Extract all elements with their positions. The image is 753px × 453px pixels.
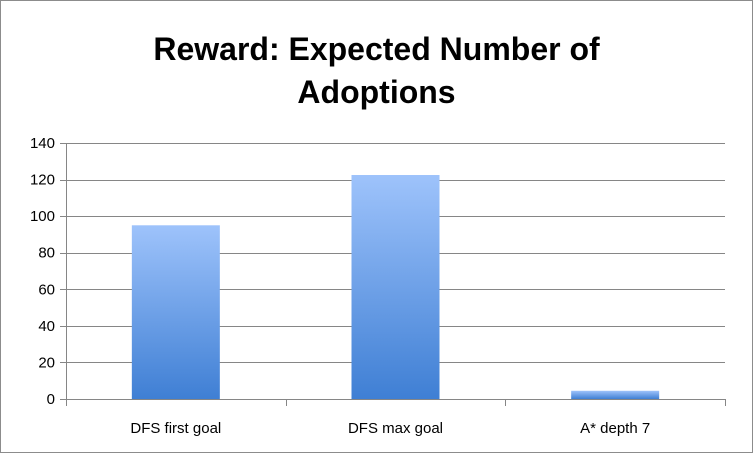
axis-labels: 0 20 40 60 80 100 120 140 DFS first goal DFS max … <box>30 135 650 437</box>
bars <box>131 175 660 399</box>
chart-title-line-1: Reward: Expected Number of <box>153 31 600 67</box>
x-category-label: DFS first goal <box>130 420 221 437</box>
bar <box>351 175 440 399</box>
y-tick-label: 100 <box>30 208 55 225</box>
axes <box>60 143 726 406</box>
y-tick-label: 60 <box>38 281 55 298</box>
y-tick-label: 0 <box>47 391 55 408</box>
x-category-label: DFS max goal <box>348 420 443 437</box>
bar <box>131 225 220 399</box>
bar <box>571 390 660 399</box>
y-tick-label: 20 <box>38 354 55 371</box>
y-tick-label: 40 <box>38 318 55 335</box>
y-tick-label: 120 <box>30 172 55 189</box>
y-tick-label: 80 <box>38 245 55 262</box>
y-tick-label: 140 <box>30 135 55 152</box>
chart-title-line-2: Adoptions <box>297 74 456 110</box>
x-category-label: A* depth 7 <box>580 420 650 437</box>
chart-title: Reward: Expected Number of Adoptions <box>0 28 753 114</box>
